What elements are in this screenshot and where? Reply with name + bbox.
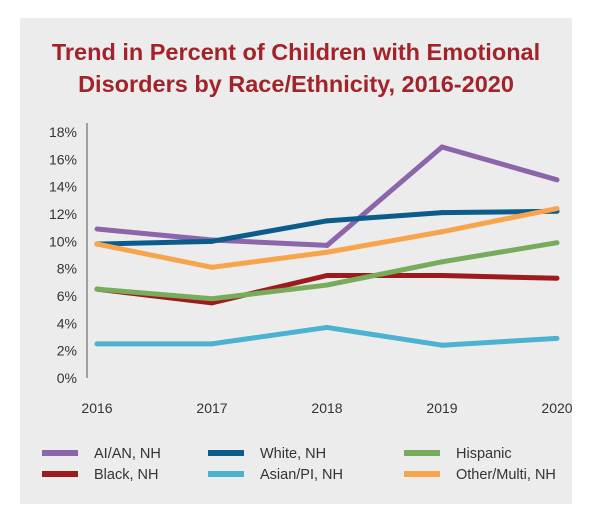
- data-point-white-nh: [209, 238, 215, 244]
- y-tick-label: 8%: [57, 261, 77, 277]
- series-line-asian-pi-nh: [97, 324, 558, 348]
- legend-label-hispanic: Hispanic: [456, 446, 512, 462]
- y-tick-label: 6%: [57, 288, 77, 304]
- legend-label-asian-pi-nh: Asian/PI, NH: [260, 467, 343, 483]
- data-point-ai-an-nh: [439, 144, 445, 150]
- data-point-asian-pi-nh: [554, 335, 560, 341]
- data-point-white-nh: [439, 210, 445, 216]
- axes: 0% 2% 4% 6% 8% 10% 12% 14% 16% 18% 2016 2017 2018 201…: [49, 123, 573, 416]
- data-point-asian-pi-nh: [209, 341, 215, 347]
- data-point-ai-an-nh: [554, 177, 560, 183]
- series-line-ai-an-nh: [96, 144, 558, 248]
- data-point-hispanic: [439, 259, 445, 265]
- data-point-hispanic: [94, 286, 100, 292]
- legend-label-black-nh: Black, NH: [94, 467, 158, 483]
- x-tick-label: 2017: [196, 400, 227, 416]
- data-point-other-multi-nh: [209, 264, 215, 270]
- y-tick-label: 0%: [57, 370, 77, 386]
- legend-label-ai-an-nh: AI/AN, NH: [94, 446, 161, 462]
- data-point-ai-an-nh: [94, 226, 100, 232]
- series-line-white-nh: [96, 208, 558, 247]
- legend: AI/AN, NH Black, NH White, NH Asian/PI, NH H…: [42, 446, 556, 483]
- series-line-black-nh: [96, 273, 558, 306]
- chart-title: Trend in Percent of Children with Emotio…: [20, 36, 572, 100]
- data-point-other-multi-nh: [94, 241, 100, 247]
- data-point-black-nh: [439, 273, 445, 278]
- y-tick-label: 10%: [49, 233, 77, 249]
- y-tick-label: 12%: [49, 206, 77, 222]
- legend-label-other-multi-nh: Other/Multi, NH: [456, 467, 556, 483]
- x-tick-label: 2019: [426, 400, 457, 416]
- data-point-asian-pi-nh: [439, 342, 445, 348]
- data-point-asian-pi-nh: [94, 341, 100, 347]
- data-point-asian-pi-nh: [324, 324, 330, 330]
- x-tick-label: 2020: [541, 400, 572, 416]
- x-tick-label: 2018: [311, 400, 342, 416]
- data-point-other-multi-nh: [324, 249, 330, 255]
- data-point-black-nh: [554, 275, 560, 281]
- series-lines: [94, 144, 560, 348]
- data-point-hispanic: [209, 296, 215, 302]
- legend-label-white-nh: White, NH: [260, 446, 326, 462]
- data-point-black-nh: [209, 300, 215, 306]
- y-tick-label: 2%: [57, 343, 77, 359]
- data-point-ai-an-nh: [324, 242, 330, 248]
- chart-title-line-1: Trend in Percent of Children with Emotio…: [51, 39, 541, 65]
- data-point-white-nh: [324, 218, 330, 224]
- x-tick-label: 2016: [81, 400, 112, 416]
- data-point-hispanic: [324, 282, 330, 288]
- data-point-other-multi-nh: [439, 229, 445, 235]
- y-tick-label: 14%: [49, 179, 77, 195]
- y-tick-label: 16%: [49, 151, 77, 167]
- chart-title-line-2: Disorders by Race/Ethnicity, 2016-2020: [78, 71, 514, 97]
- data-point-hispanic: [554, 240, 560, 246]
- chart-background: [20, 18, 572, 504]
- data-point-black-nh: [324, 273, 330, 278]
- y-tick-label: 18%: [49, 124, 77, 140]
- data-point-other-multi-nh: [554, 206, 560, 212]
- y-tick-label: 4%: [57, 315, 77, 331]
